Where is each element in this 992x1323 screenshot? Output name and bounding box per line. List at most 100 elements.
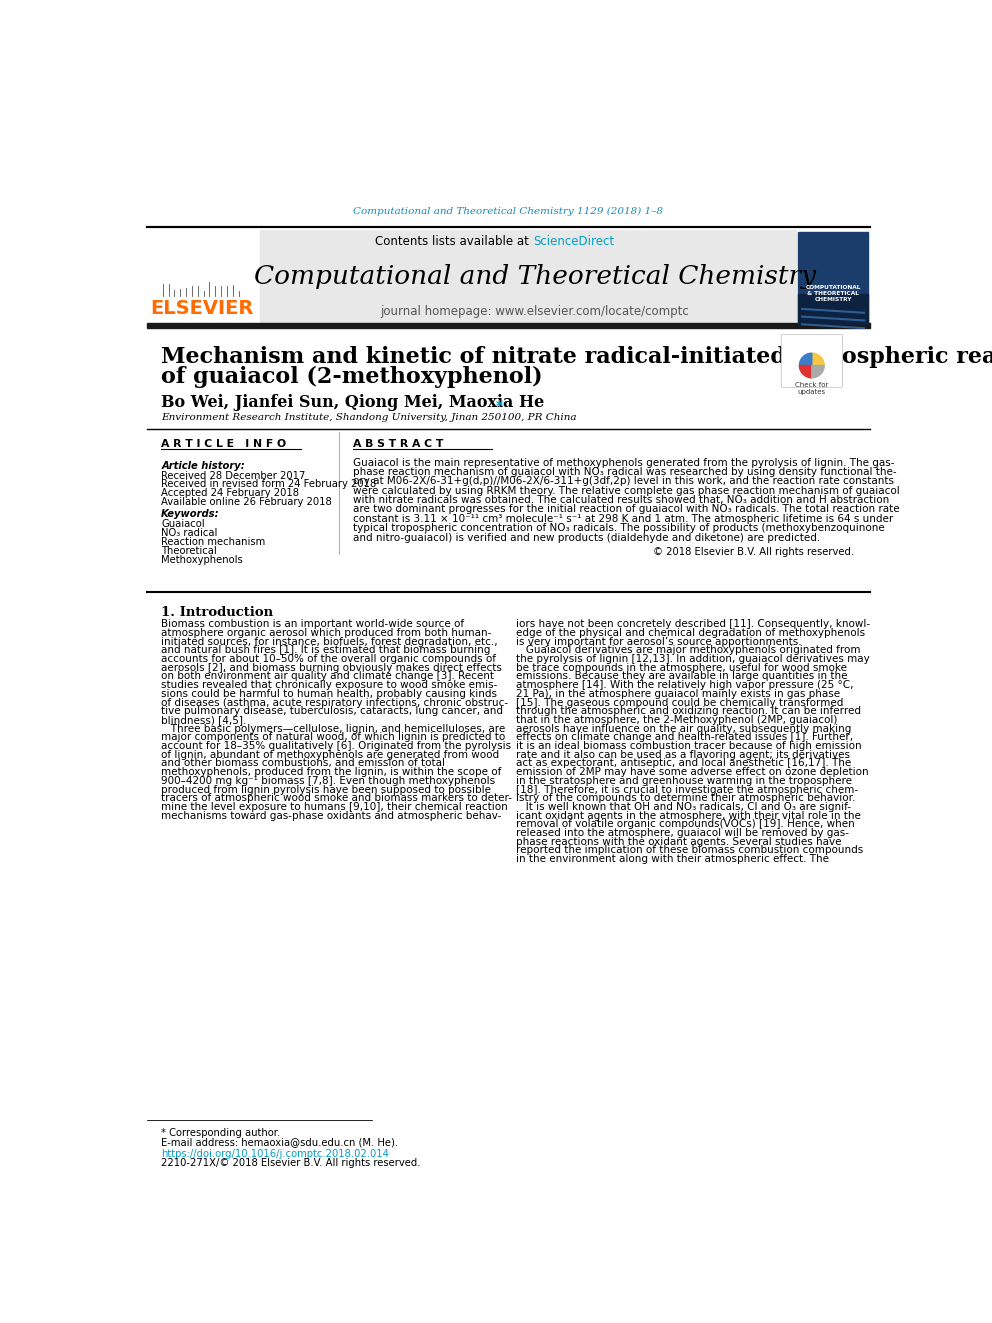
Text: ELSEVIER: ELSEVIER [150, 299, 253, 319]
Text: atmosphere [14]. With the relatively high vapor pressure (25 °C,: atmosphere [14]. With the relatively hig… [516, 680, 854, 691]
Text: Computational and Theoretical Chemistry: Computational and Theoretical Chemistry [254, 265, 815, 288]
Text: released into the atmosphere, guaiacol will be removed by gas-: released into the atmosphere, guaiacol w… [516, 828, 849, 837]
Text: account for 18–35% qualitatively [6]. Originated from the pyrolysis: account for 18–35% qualitatively [6]. Or… [161, 741, 511, 751]
Text: and nitro-guaiacol) is verified and new products (dialdehyde and diketone) are p: and nitro-guaiacol) is verified and new … [352, 533, 819, 542]
Bar [260, 230, 796, 324]
Text: methoxyphenols, produced from the lignin, is within the scope of: methoxyphenols, produced from the lignin… [161, 767, 502, 777]
Text: Computational and Theoretical Chemistry 1129 (2018) 1–8: Computational and Theoretical Chemistry … [353, 206, 664, 216]
Text: mechanisms toward gas-phase oxidants and atmospheric behav-: mechanisms toward gas-phase oxidants and… [161, 811, 502, 820]
Text: icant oxidant agents in the atmosphere, with their vital role in the: icant oxidant agents in the atmosphere, … [516, 811, 861, 820]
Text: major components of natural wood, of which lignin is predicted to: major components of natural wood, of whi… [161, 733, 506, 742]
Text: be trace compounds in the atmosphere, useful for wood smoke: be trace compounds in the atmosphere, us… [516, 663, 847, 672]
Text: studies revealed that chronically exposure to wood smoke emis-: studies revealed that chronically exposu… [161, 680, 498, 691]
Text: emissions. Because they are available in large quantities in the: emissions. Because they are available in… [516, 672, 847, 681]
Text: aerosols have influence on the air quality, subsequently making: aerosols have influence on the air quali… [516, 724, 851, 734]
Text: COMPUTATIONAL
& THEORETICAL
CHEMISTRY: COMPUTATIONAL & THEORETICAL CHEMISTRY [806, 286, 861, 302]
Text: the pyrolysis of lignin [12,13]. In addition, guaiacol derivatives may: the pyrolysis of lignin [12,13]. In addi… [516, 654, 870, 664]
Text: is very important for aerosol’s source apportionments.: is very important for aerosol’s source a… [516, 636, 802, 647]
Text: https://doi.org/10.1016/j.comptc.2018.02.014: https://doi.org/10.1016/j.comptc.2018.02… [161, 1148, 389, 1159]
Text: Received 28 December 2017: Received 28 December 2017 [161, 471, 306, 480]
Text: NO₃ radical: NO₃ radical [161, 528, 217, 538]
Text: ory at M06-2X/6-31+g(d,p)//M06-2X/6-311+g(3df,2p) level in this work, and the re: ory at M06-2X/6-31+g(d,p)//M06-2X/6-311+… [352, 476, 894, 487]
Text: effects on climate change and health-related issues [1]. Further,: effects on climate change and health-rel… [516, 733, 853, 742]
Text: initiated sources, for instance, biofuels, forest degradation, etc.,: initiated sources, for instance, biofuel… [161, 636, 498, 647]
Text: Keywords:: Keywords: [161, 509, 220, 519]
Text: removal of volatile organic compounds(VOCs) [19]. Hence, when: removal of volatile organic compounds(VO… [516, 819, 855, 830]
Text: It is well known that OH and NO₃ radicals, Cl and O₃ are signif-: It is well known that OH and NO₃ radical… [516, 802, 851, 812]
Text: 900–4200 mg kg⁻¹ biomass [7,8]. Even though methoxyphenols: 900–4200 mg kg⁻¹ biomass [7,8]. Even tho… [161, 775, 495, 786]
Text: Received in revised form 24 February 2018: Received in revised form 24 February 201… [161, 479, 376, 490]
Text: blindness) [4,5].: blindness) [4,5]. [161, 714, 247, 725]
Text: A R T I C L E   I N F O: A R T I C L E I N F O [161, 439, 287, 448]
Text: produced from lignin pyrolysis have been supposed to possible: produced from lignin pyrolysis have been… [161, 785, 491, 795]
Text: iors have not been concretely described [11]. Consequently, knowl-: iors have not been concretely described … [516, 619, 870, 630]
Text: mine the level exposure to humans [9,10], their chemical reaction: mine the level exposure to humans [9,10]… [161, 802, 508, 812]
Text: with nitrate radicals was obtained. The calculated results showed that, NO₃ addi: with nitrate radicals was obtained. The … [352, 495, 889, 505]
Text: on both environment air quality and climate change [3]. Recent: on both environment air quality and clim… [161, 672, 494, 681]
Text: of guaiacol (2-methoxyphenol): of guaiacol (2-methoxyphenol) [161, 366, 543, 389]
Text: tive pulmonary disease, tuberculosis, cataracts, lung cancer, and: tive pulmonary disease, tuberculosis, ca… [161, 706, 503, 716]
Text: tracers of atmospheric wood smoke and biomass markers to deter-: tracers of atmospheric wood smoke and bi… [161, 794, 512, 803]
Text: act as expectorant, antiseptic, and local anesthetic [16,17]. The: act as expectorant, antiseptic, and loca… [516, 758, 851, 769]
Text: constant is 3.11 × 10⁻¹¹ cm³ molecule⁻¹ s⁻¹ at 298 K and 1 atm. The atmospheric : constant is 3.11 × 10⁻¹¹ cm³ molecule⁻¹ … [352, 513, 893, 524]
Bar [154, 232, 250, 296]
Text: 1. Introduction: 1. Introduction [161, 606, 274, 619]
Bar [799, 232, 868, 324]
Text: [18]. Therefore, it is crucial to investigate the atmospheric chem-: [18]. Therefore, it is crucial to invest… [516, 785, 858, 795]
Text: that in the atmosphere, the 2-Methoxyphenol (2MP, guaiacol): that in the atmosphere, the 2-Methoxyphe… [516, 714, 837, 725]
Text: Contents lists available at: Contents lists available at [375, 235, 533, 249]
Text: are two dominant progresses for the initial reaction of guaiacol with NO₃ radica: are two dominant progresses for the init… [352, 504, 900, 515]
Text: Bo Wei, Jianfei Sun, Qiong Mei, Maoxia He: Bo Wei, Jianfei Sun, Qiong Mei, Maoxia H… [161, 393, 545, 410]
Text: [15]. The gaseous compound could be chemically transformed: [15]. The gaseous compound could be chem… [516, 697, 843, 708]
Text: Three basic polymers—cellulose, lignin, and hemicelluloses, are: Three basic polymers—cellulose, lignin, … [161, 724, 506, 734]
Text: in the stratosphere and greenhouse warming in the troposphere: in the stratosphere and greenhouse warmi… [516, 775, 852, 786]
Text: © 2018 Elsevier B.V. All rights reserved.: © 2018 Elsevier B.V. All rights reserved… [653, 546, 854, 557]
Text: through the atmospheric and oxidizing reaction. It can be inferred: through the atmospheric and oxidizing re… [516, 706, 861, 716]
Text: Article history:: Article history: [161, 460, 245, 471]
Text: Guaiacol is the main representative of methoxyphenols generated from the pyrolys: Guaiacol is the main representative of m… [352, 458, 894, 467]
Text: Available online 26 February 2018: Available online 26 February 2018 [161, 497, 332, 507]
Text: typical tropospheric concentration of NO₃ radicals. The possibility of products : typical tropospheric concentration of NO… [352, 524, 885, 533]
Polygon shape [800, 353, 811, 365]
Text: reported the implication of these biomass combustion compounds: reported the implication of these biomas… [516, 845, 863, 856]
Text: * Corresponding author.: * Corresponding author. [161, 1129, 281, 1138]
Text: A B S T R A C T: A B S T R A C T [352, 439, 443, 448]
Text: of diseases (asthma, acute respiratory infections, chronic obstruc-: of diseases (asthma, acute respiratory i… [161, 697, 508, 708]
Text: phase reactions with the oxidant agents. Several studies have: phase reactions with the oxidant agents.… [516, 836, 841, 847]
Text: 2210-271X/© 2018 Elsevier B.V. All rights reserved.: 2210-271X/© 2018 Elsevier B.V. All right… [161, 1158, 421, 1168]
Text: Accepted 24 February 2018: Accepted 24 February 2018 [161, 488, 300, 499]
Text: Check for
updates: Check for updates [796, 382, 828, 396]
Text: atmosphere organic aerosol which produced from both human-: atmosphere organic aerosol which produce… [161, 628, 492, 638]
Text: istry of the compounds to determine their atmospheric behavior.: istry of the compounds to determine thei… [516, 794, 855, 803]
Bar [799, 294, 868, 324]
Text: *: * [496, 400, 503, 413]
Text: journal homepage: www.elsevier.com/locate/comptc: journal homepage: www.elsevier.com/locat… [380, 304, 689, 318]
Text: and other biomass combustions, and emission of total: and other biomass combustions, and emiss… [161, 758, 445, 769]
Text: Mechanism and kinetic of nitrate radical-initiated atmospheric reactions: Mechanism and kinetic of nitrate radical… [161, 347, 992, 368]
Polygon shape [800, 365, 811, 378]
Text: rate and it also can be used as a flavoring agent; its derivatives: rate and it also can be used as a flavor… [516, 750, 850, 759]
Text: phase reaction mechanism of guaiacol with NO₃ radical was researched by using de: phase reaction mechanism of guaiacol wit… [352, 467, 896, 476]
Text: Methoxyphenols: Methoxyphenols [161, 554, 243, 565]
Text: it is an ideal biomass combustion tracer because of high emission: it is an ideal biomass combustion tracer… [516, 741, 862, 751]
Polygon shape [811, 365, 824, 378]
Text: sions could be harmful to human health, probably causing kinds: sions could be harmful to human health, … [161, 689, 497, 699]
Text: in the environment along with their atmospheric effect. The: in the environment along with their atmo… [516, 855, 829, 864]
Text: accounts for about 10–50% of the overall organic compounds of: accounts for about 10–50% of the overall… [161, 654, 496, 664]
Text: edge of the physical and chemical degradation of methoxyphenols: edge of the physical and chemical degrad… [516, 628, 865, 638]
Text: emission of 2MP may have some adverse effect on ozone depletion: emission of 2MP may have some adverse ef… [516, 767, 869, 777]
Bar [147, 323, 870, 328]
Text: Guaiacol: Guaiacol [161, 519, 204, 529]
Text: and natural bush fires [1]. It is estimated that biomass burning: and natural bush fires [1]. It is estima… [161, 646, 491, 655]
FancyBboxPatch shape [782, 335, 842, 388]
Text: were calculated by using RRKM theory. The relative complete gas phase reaction m: were calculated by using RRKM theory. Th… [352, 486, 900, 496]
Polygon shape [811, 353, 824, 365]
Text: Theoretical: Theoretical [161, 545, 217, 556]
Text: 21 Pa), in the atmosphere guaiacol mainly exists in gas phase: 21 Pa), in the atmosphere guaiacol mainl… [516, 689, 840, 699]
Text: of lignin, abundant of methoxyphenols are generated from wood: of lignin, abundant of methoxyphenols ar… [161, 750, 499, 759]
Text: Environment Research Institute, Shandong University, Jinan 250100, PR China: Environment Research Institute, Shandong… [161, 413, 576, 422]
Text: Reaction mechanism: Reaction mechanism [161, 537, 266, 546]
Text: Biomass combustion is an important world-wide source of: Biomass combustion is an important world… [161, 619, 464, 630]
Text: E-mail address: hemaoxia@sdu.edu.cn (M. He).: E-mail address: hemaoxia@sdu.edu.cn (M. … [161, 1136, 399, 1147]
Text: aerosols [2], and biomass burning obviously makes direct effects: aerosols [2], and biomass burning obviou… [161, 663, 502, 672]
